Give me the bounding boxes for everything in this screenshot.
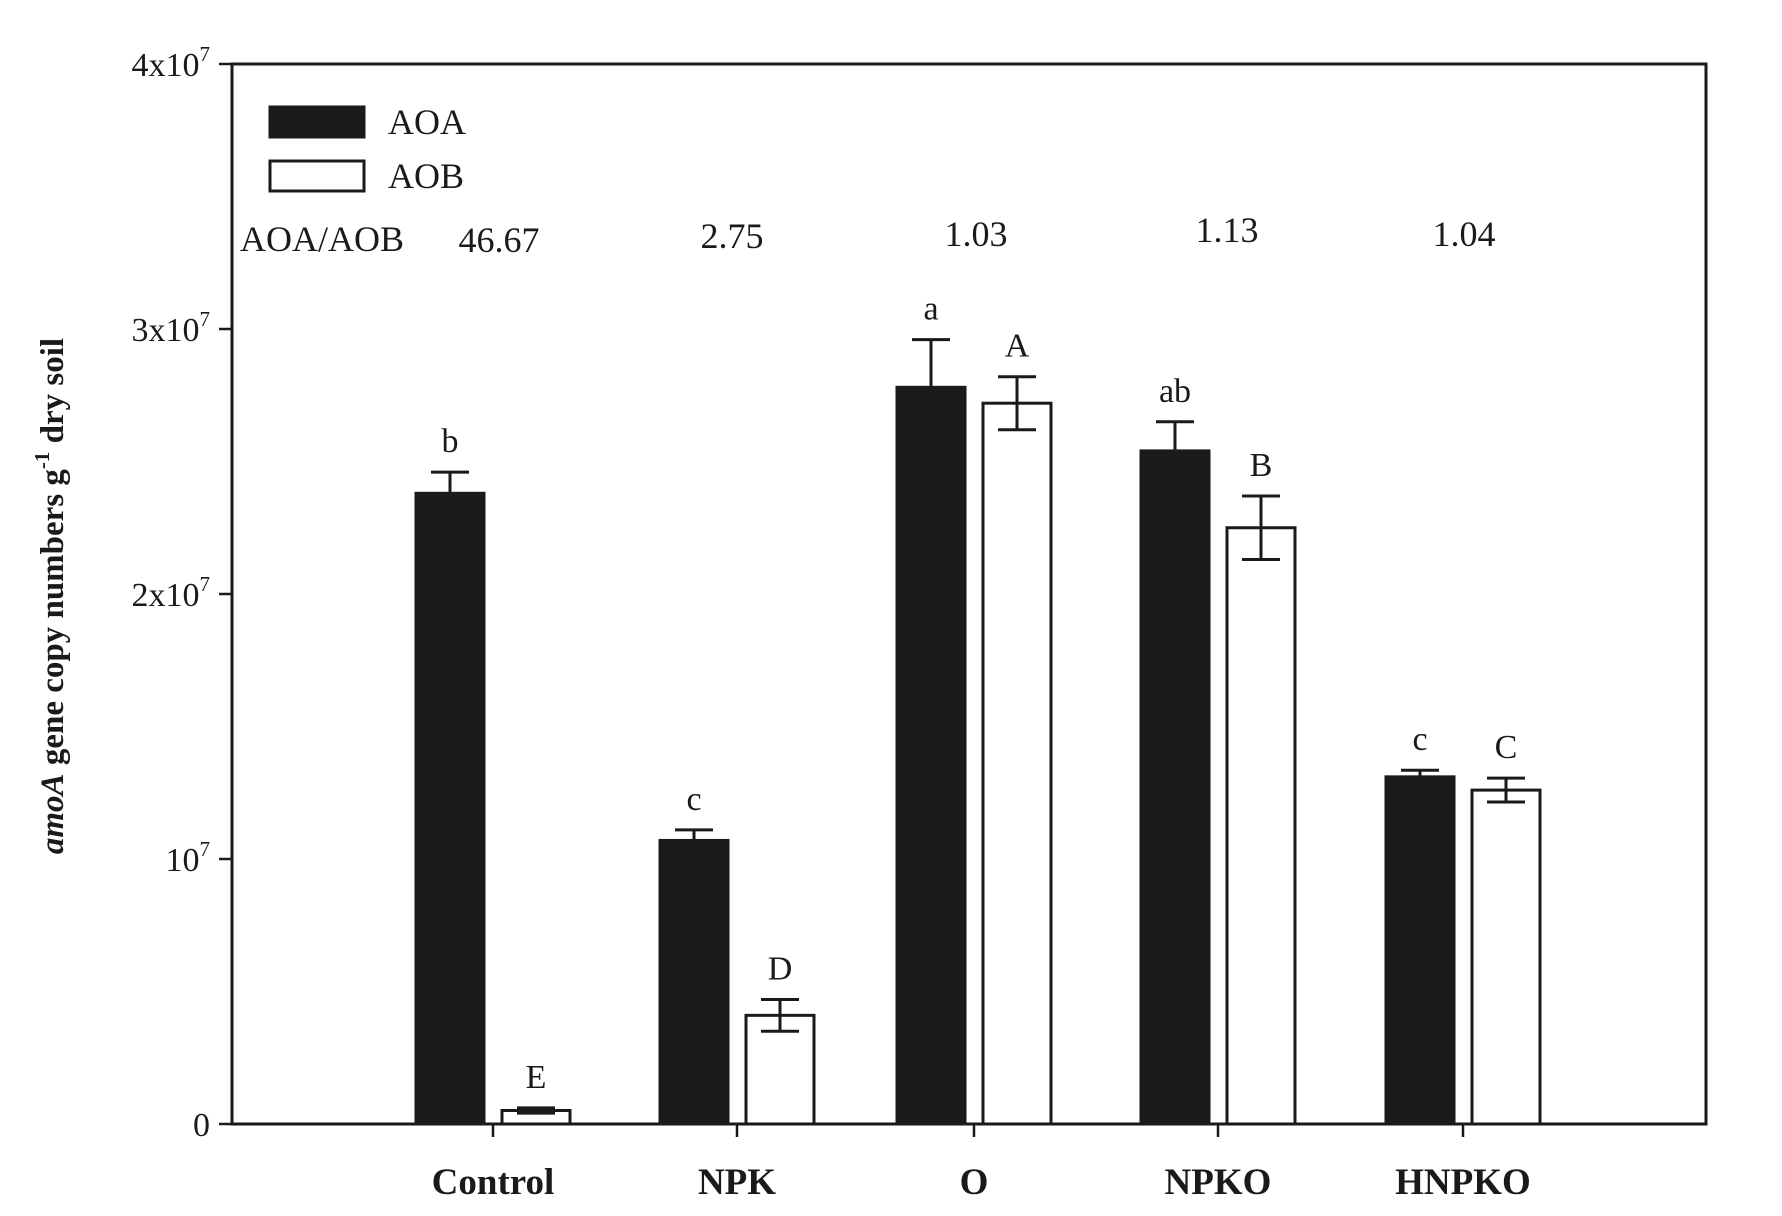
- significance-letter: a: [923, 291, 938, 328]
- bar-aoa: [414, 491, 486, 1126]
- ratio-value: 1.13: [1196, 210, 1259, 250]
- category-label: HNPKO: [1395, 1162, 1531, 1203]
- x-axis: Control NPK O NPKO HNPKO: [432, 1124, 1531, 1203]
- category-label: NPKO: [1165, 1162, 1272, 1203]
- ratio-value: 1.04: [1433, 214, 1496, 254]
- bar-aob: [1470, 788, 1542, 1126]
- bar-aob: [1225, 526, 1297, 1126]
- ratio-value: 1.03: [945, 214, 1008, 254]
- legend-label: AOA: [388, 102, 466, 142]
- legend: AOA AOB: [268, 102, 466, 196]
- significance-letter: E: [526, 1059, 547, 1096]
- y-tick-label: 2x107: [132, 572, 211, 614]
- significance-letter: c: [686, 781, 701, 818]
- y-axis-title-text: amoA gene copy numbers g-1 dry soil: [30, 338, 71, 854]
- error-bars: [431, 338, 1525, 1115]
- significance-letter: c: [1412, 721, 1427, 758]
- significance-letters: b c a ab c E D A B C: [442, 291, 1518, 1096]
- bar-aoa: [658, 838, 730, 1126]
- bar-aoa: [1384, 775, 1456, 1126]
- category-label: Control: [432, 1162, 555, 1203]
- bar-aoa: [1139, 449, 1211, 1126]
- bars: [414, 385, 1542, 1126]
- y-axis: 0 107 2x107 3x107 4x107: [132, 42, 232, 1144]
- y-tick-label: 107: [166, 837, 211, 879]
- category-label: O: [960, 1162, 989, 1203]
- y-tick-label: 3x107: [132, 307, 211, 349]
- legend-swatch-aoa: [268, 105, 366, 139]
- y-axis-title: amoA gene copy numbers g-1 dry soil: [30, 338, 71, 854]
- ratio-label: AOA/AOB: [240, 219, 404, 259]
- y-tick-label: 0: [193, 1107, 210, 1144]
- significance-letter: b: [442, 423, 459, 460]
- ratio-value: 46.67: [459, 220, 540, 260]
- significance-letter: D: [768, 950, 793, 987]
- significance-letter: C: [1495, 729, 1518, 766]
- ratio-value: 2.75: [701, 216, 764, 256]
- ratio-row: AOA/AOB 46.67 2.75 1.03 1.13 1.04: [240, 210, 1496, 260]
- bar-aob: [981, 401, 1053, 1126]
- category-label: NPK: [698, 1162, 776, 1203]
- legend-label: AOB: [388, 156, 464, 196]
- y-tick-label: 4x107: [132, 42, 211, 84]
- significance-letter: A: [1005, 328, 1030, 365]
- bar-aoa: [895, 385, 967, 1126]
- legend-swatch-aob: [268, 159, 366, 193]
- significance-letter: ab: [1159, 373, 1191, 410]
- significance-letter: B: [1250, 447, 1273, 484]
